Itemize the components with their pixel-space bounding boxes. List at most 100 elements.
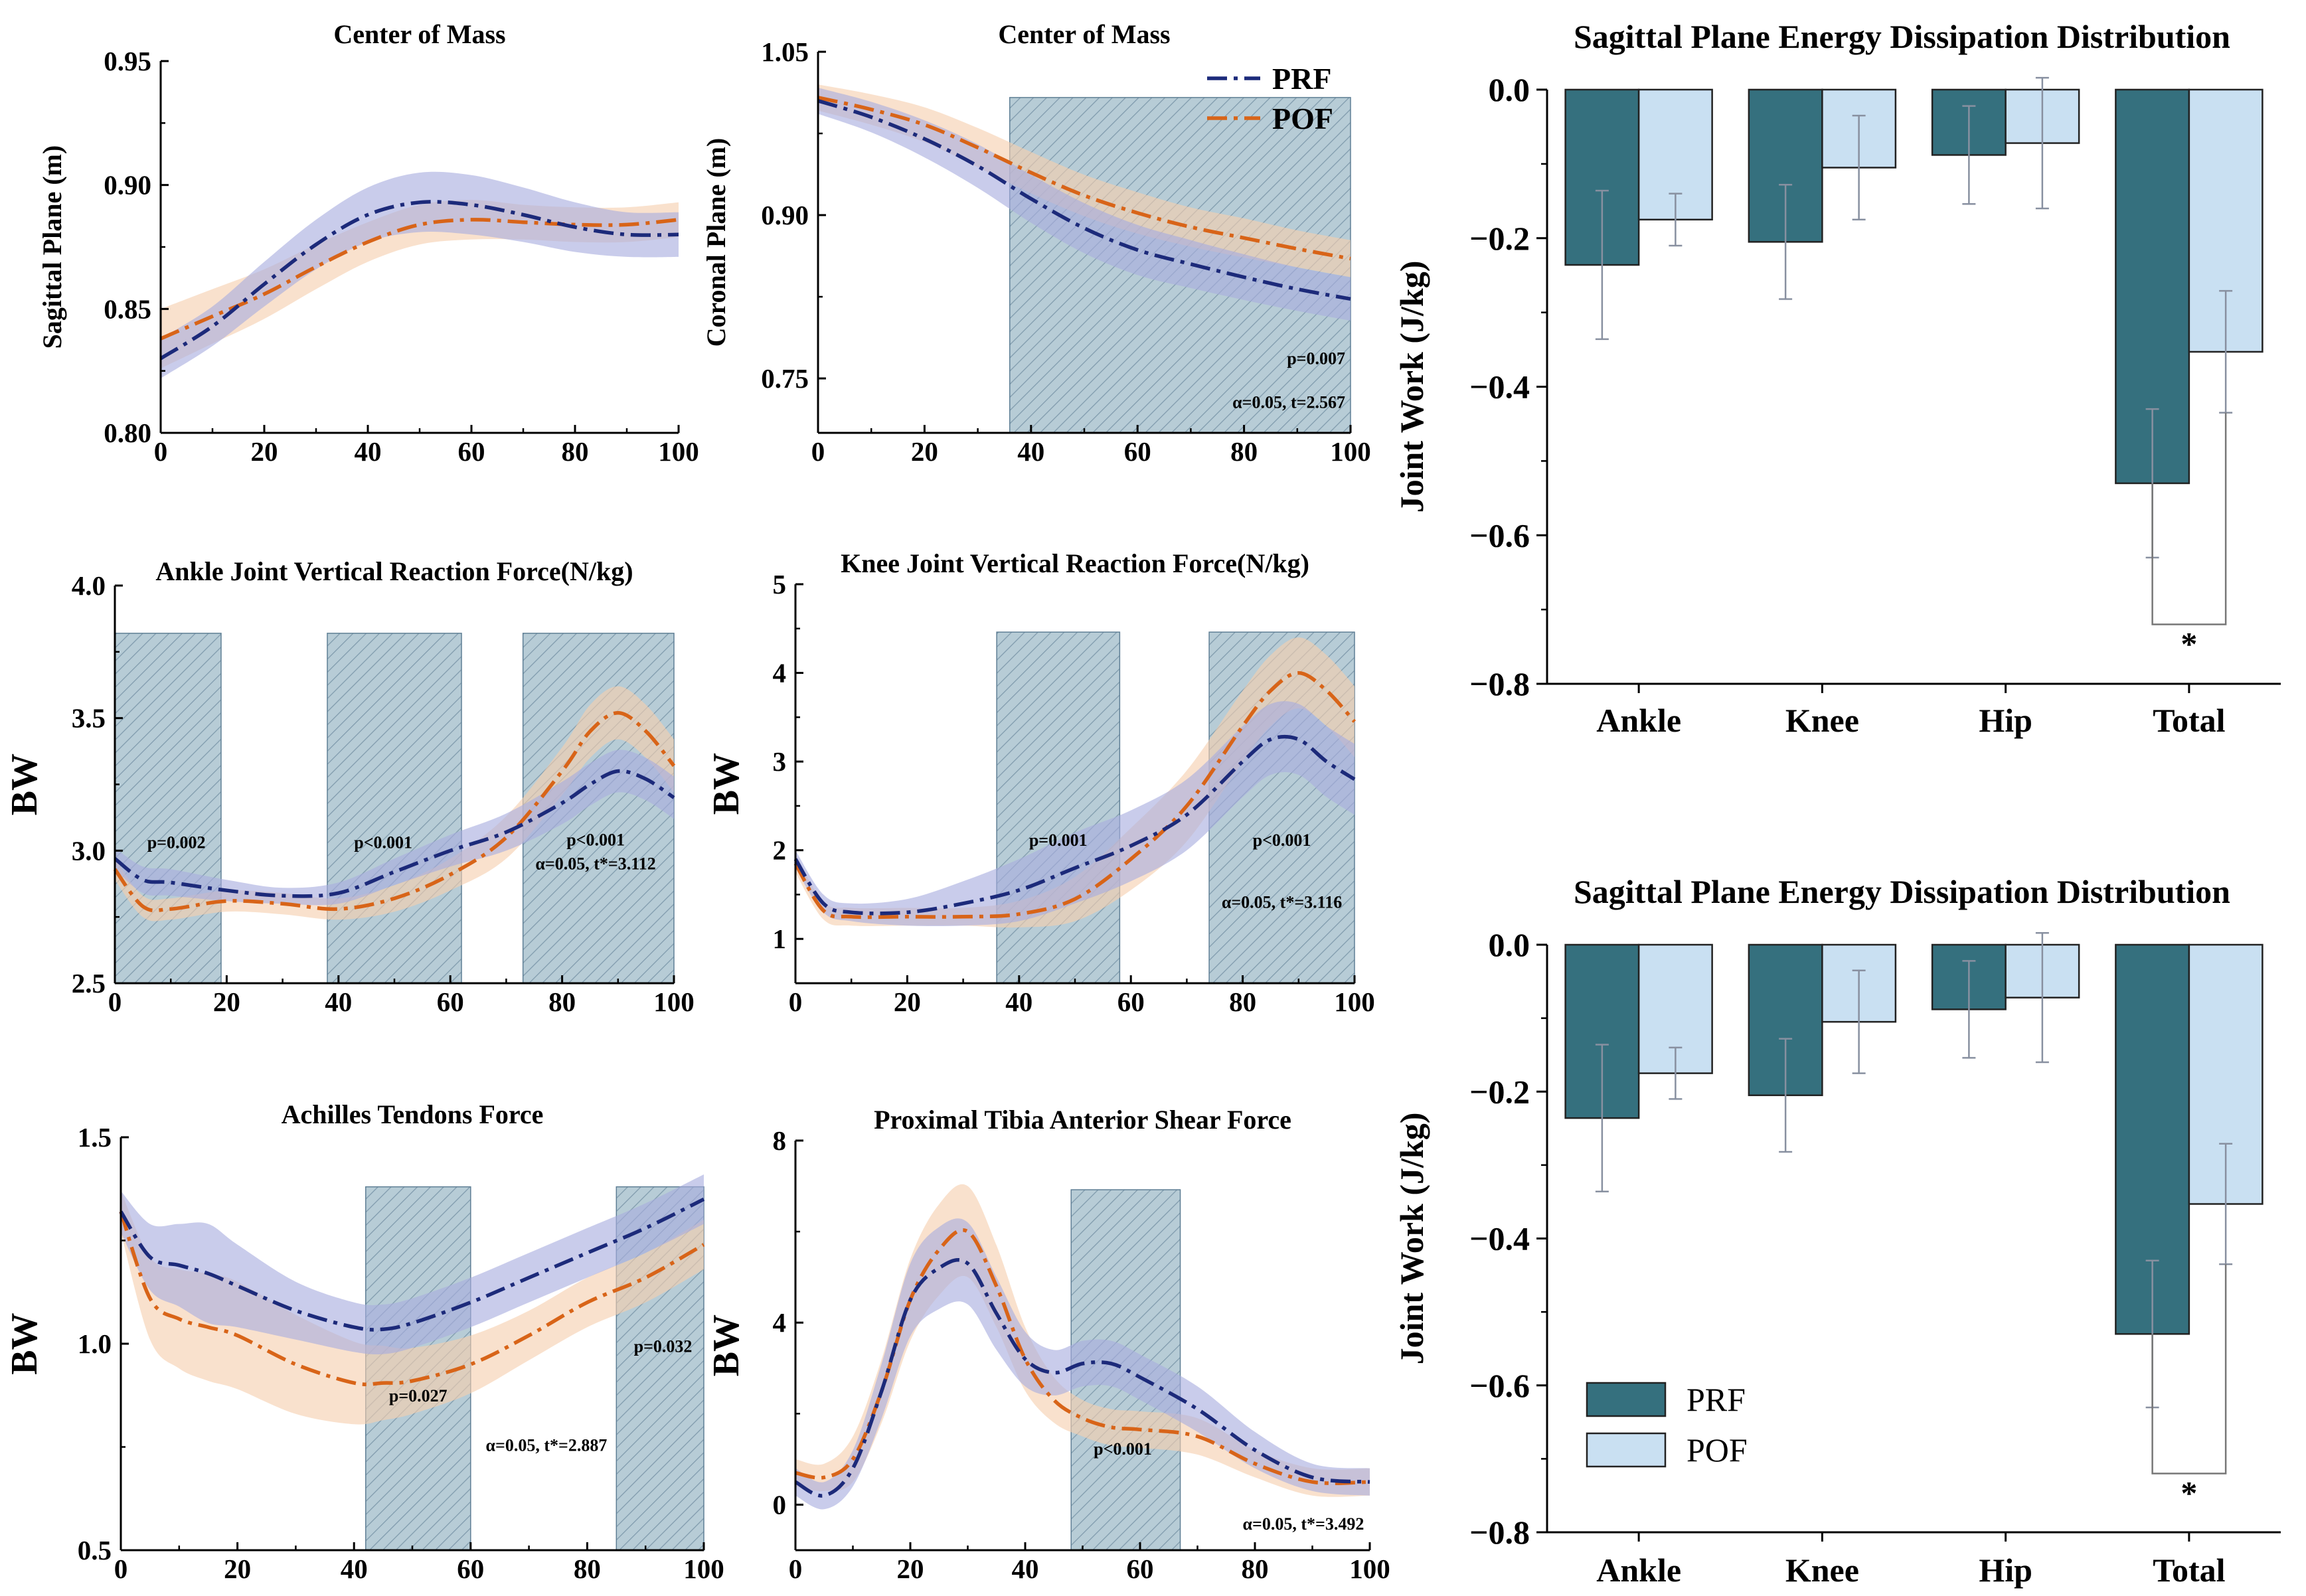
y-tick-label: 0.75 — [761, 363, 809, 394]
x-category-label: Knee — [1785, 1552, 1859, 1589]
x-tick-label: 20 — [911, 436, 938, 467]
x-tick-label: 100 — [1334, 987, 1375, 1017]
significance-region — [327, 633, 462, 984]
y-tick-label: 4 — [773, 658, 787, 688]
ankle-force-panel: 0 20 40 60 80 100 2.5 3.0 3.5 4.0 Ankle Joint Vert… — [4, 556, 695, 1017]
prf-sd-band — [818, 88, 1351, 321]
chart-title: Center of Mass — [333, 19, 505, 49]
x-tick-label: 100 — [1349, 1554, 1390, 1584]
x-tick-label: 0 — [811, 436, 825, 467]
y-tick-label: 0.0 — [1489, 71, 1530, 108]
legend-prf-label: PRF — [1272, 62, 1331, 96]
prf-mean-line — [793, 734, 1356, 916]
prf-mean-line — [114, 769, 675, 898]
y-tick-label: 0.80 — [104, 418, 151, 448]
y-axis-label: BW — [4, 754, 45, 815]
x-tick-label: 60 — [458, 436, 485, 467]
p-value-annotation: p=0.027 — [389, 1386, 448, 1405]
prf-sd-band — [795, 701, 1355, 927]
y-tick-label: 0.85 — [104, 293, 151, 324]
pof-sd-band — [115, 686, 674, 921]
y-tick-label: 2 — [773, 835, 787, 866]
p-value-annotation: p<0.001 — [354, 833, 412, 852]
y-tick-label: 0 — [773, 1489, 787, 1520]
p-value-annotation: α=0.05, t*=3.492 — [1243, 1514, 1364, 1534]
y-tick-label: 0.0 — [1489, 926, 1530, 963]
x-tick-label: 40 — [1012, 1554, 1039, 1584]
bar-pof-total — [2188, 88, 2264, 353]
p-value-annotation: p=0.002 — [147, 833, 206, 852]
x-category-label: Hip — [1979, 702, 2032, 739]
x-tick-label: 80 — [548, 987, 576, 1017]
y-axis-label: Joint Work (J/kg) — [1393, 1113, 1430, 1365]
y-axis-label: BW — [706, 753, 747, 815]
x-tick-label: 80 — [562, 436, 589, 467]
significance-star: * — [2181, 625, 2197, 663]
y-tick-label: 1.0 — [78, 1328, 112, 1359]
x-category-label: Knee — [1785, 702, 1859, 739]
y-axis-label: BW — [706, 1315, 747, 1376]
p-value-annotation: α=0.05, t*=3.116 — [1222, 892, 1342, 912]
significance-region — [114, 633, 222, 984]
pof-mean-line — [159, 218, 679, 341]
pof-mean-line — [793, 671, 1357, 919]
x-category-label: Total — [2153, 1552, 2225, 1589]
x-tick-label: 100 — [1330, 436, 1371, 467]
pof-mean-line — [795, 1228, 1370, 1485]
legend-pof-swatch — [1586, 1432, 1667, 1468]
y-axis-label: BW — [4, 1313, 45, 1374]
chart-title: Proximal Tibia Anterior Shear Force — [874, 1105, 1291, 1135]
energy-bottom-panel: Ankle Knee Hip Total * 0.0 −0.2 −0.4 −0.6 −0.8 Sag… — [1393, 873, 2281, 1589]
x-category-label: Ankle — [1596, 1552, 1681, 1589]
tibia-shear-panel: 0 20 40 60 80 100 0 4 8 Proximal Tibia Anterior S… — [706, 1105, 1390, 1584]
p-value-annotation: p<0.001 — [1253, 831, 1311, 850]
y-axis-label: Joint Work (J/kg) — [1393, 261, 1430, 513]
y-tick-label: 2.5 — [72, 968, 106, 998]
y-tick-label: 3 — [773, 746, 787, 777]
chart-title: Ankle Joint Vertical Reaction Force(N/kg… — [155, 556, 633, 586]
prf-sd-band — [115, 750, 674, 906]
legend-prf-swatch — [1586, 1382, 1667, 1417]
y-tick-label: 0.5 — [78, 1535, 112, 1565]
y-tick-label: −0.6 — [1469, 1367, 1530, 1404]
x-category-label: Ankle — [1596, 702, 1681, 739]
pof-sd-band — [121, 1190, 704, 1425]
com-coronal-panel: 0 20 40 60 80 100 0.75 0.90 1.05 Center of Mass Co… — [701, 19, 1371, 467]
y-tick-label: −0.8 — [1469, 665, 1530, 702]
chart-title: Sagittal Plane Energy Dissipation Distri… — [1574, 873, 2230, 910]
x-tick-label: 100 — [683, 1554, 724, 1584]
significance-bracket — [2151, 412, 2227, 625]
significance-region — [996, 631, 1121, 984]
chart-title: Knee Joint Vertical Reaction Force(N/kg) — [841, 548, 1309, 578]
x-tick-label: 80 — [1242, 1554, 1269, 1584]
x-tick-label: 20 — [224, 1554, 251, 1584]
p-value-annotation: α=0.05, t=2.567 — [1232, 392, 1345, 412]
legend-prf-label: PRF — [1687, 1381, 1746, 1418]
y-tick-label: 4 — [773, 1307, 787, 1338]
y-tick-label: 1.5 — [78, 1122, 112, 1153]
x-tick-label: 40 — [325, 987, 352, 1017]
p-value-annotation: p=0.032 — [634, 1336, 693, 1356]
x-tick-label: 60 — [457, 1554, 484, 1584]
y-tick-label: −0.2 — [1469, 1073, 1530, 1110]
x-tick-label: 60 — [1127, 1554, 1154, 1584]
x-tick-label: 0 — [789, 1554, 803, 1584]
y-axis-label: Coronal Plane (m) — [701, 138, 731, 347]
y-tick-label: 0.95 — [104, 46, 151, 76]
prf-mean-line — [119, 1197, 705, 1332]
x-tick-label: 60 — [437, 987, 464, 1017]
p-value-annotation: α=0.05, t*=2.887 — [486, 1436, 608, 1455]
x-tick-label: 20 — [897, 1554, 924, 1584]
chart-title: Center of Mass — [998, 19, 1170, 49]
pof-sd-band — [795, 637, 1355, 928]
x-tick-label: 40 — [1017, 436, 1044, 467]
p-value-annotation: p=0.007 — [1287, 349, 1345, 368]
energy-top-panel: Ankle Knee Hip Total * 0.0 −0.2 −0.4 −0.6 −0.8 Sag… — [1393, 18, 2281, 739]
x-category-label: Hip — [1979, 1552, 2032, 1589]
x-tick-label: 0 — [114, 1554, 128, 1584]
x-tick-label: 100 — [658, 436, 699, 467]
legend-pof-label: POF — [1687, 1431, 1748, 1469]
p-value-annotation: p<0.001 — [1094, 1439, 1152, 1459]
x-tick-label: 100 — [653, 987, 695, 1017]
x-tick-label: 40 — [1005, 987, 1032, 1017]
